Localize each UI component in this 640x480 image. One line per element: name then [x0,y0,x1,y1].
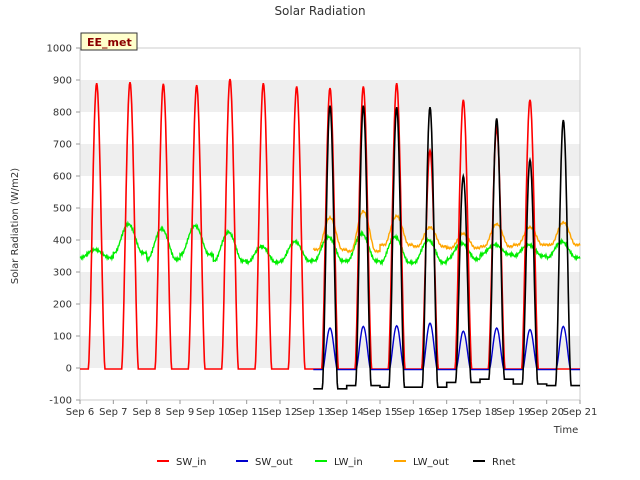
x-tick-label: Sep 8 [132,407,160,418]
y-tick-label: 600 [53,172,72,183]
y-axis-ticks: -100 0 100 200 300 400 500 600 700 800 900 1000 [47,44,80,407]
series-sw-in-line [80,78,580,370]
y-axis-title: Solar Radiation (W/m2) [10,168,21,284]
x-tick-label: Sep 6 [66,407,94,418]
x-axis-title: Time [553,425,578,436]
x-tick-label: Sep 11 [229,407,264,418]
grid-band [80,272,580,304]
y-tick-label: 200 [53,300,72,311]
legend-label: SW_in [176,457,206,468]
grid-bands [80,80,580,368]
x-tick-label: Sep 9 [166,407,194,418]
x-tick-label: Sep 16 [396,407,431,418]
legend-label: SW_out [255,457,293,468]
plot-frame [79,47,581,401]
y-tick-label: 900 [53,76,72,87]
x-tick-label: Sep 14 [329,407,364,418]
x-tick-label: Sep 19 [496,407,531,418]
series-lines [79,78,581,390]
y-tick-label: 700 [53,140,72,151]
x-tick-label: Sep 17 [429,407,464,418]
legend-label: Rnet [492,457,515,468]
station-badge: EE_met [80,32,138,51]
y-tick-label: 300 [53,268,72,279]
legend-label: LW_in [334,457,363,468]
series-lw-out-line [312,209,581,254]
x-tick-label: Sep 20 [529,407,564,418]
x-tick-label: Sep 21 [563,407,598,418]
series-sw-out-line [313,322,580,371]
legend: SW_in SW_out LW_in LW_out Rnet [157,457,515,468]
badge-box [80,32,138,51]
grid-band [80,208,580,240]
y-tick-label: 500 [53,204,72,215]
grid-band [80,144,580,176]
y-tick-label: 1000 [47,44,72,55]
badge-label: EE_met [87,36,132,49]
x-tick-label: Sep 15 [363,407,398,418]
series-rnet-line [313,105,580,390]
y-tick-label: 400 [53,236,72,247]
series-lw-in-line [79,220,581,267]
x-tick-label: Sep 7 [99,407,127,418]
x-tick-label: Sep 13 [296,407,331,418]
y-tick-label: 0 [66,364,72,375]
x-tick-label: Sep 12 [263,407,298,418]
x-tick-label: Sep 10 [196,407,231,418]
x-tick-label: Sep 18 [463,407,498,418]
y-tick-label: -100 [49,396,72,407]
chart-title: Solar Radiation [274,4,365,18]
grid-band [80,336,580,368]
y-tick-label: 100 [53,332,72,343]
y-tick-label: 800 [53,108,72,119]
legend-label: LW_out [413,457,449,468]
